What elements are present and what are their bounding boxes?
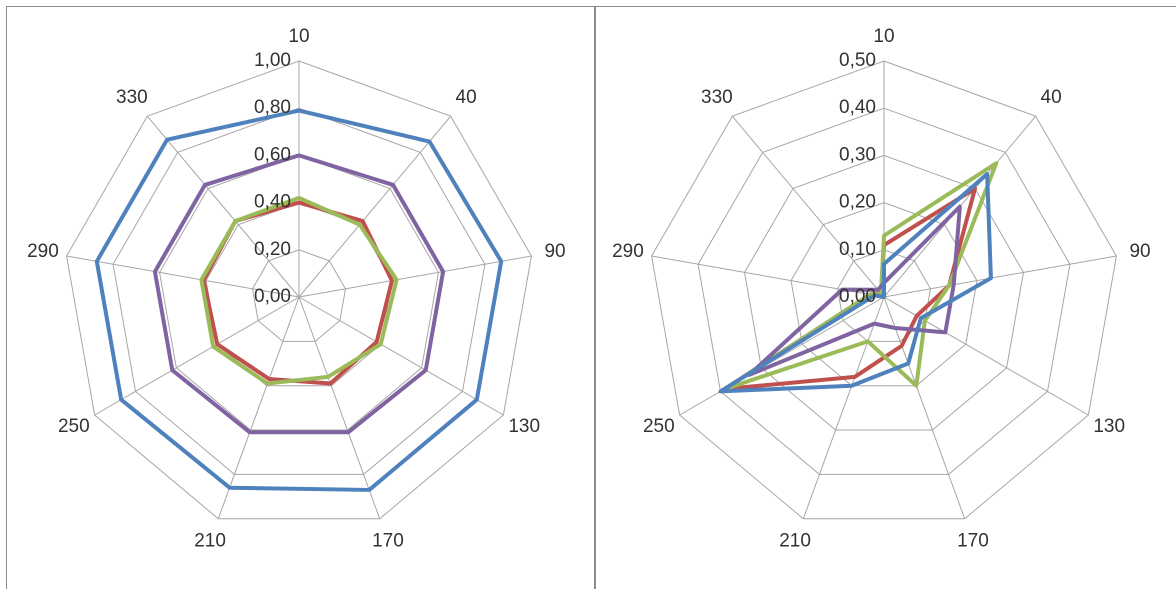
category-label: 130 [508, 416, 540, 437]
radial-tick-label: 0,40 [254, 192, 291, 213]
category-label: 170 [372, 530, 404, 551]
radial-tick-label: 1,00 [254, 50, 291, 71]
axis-spoke [731, 115, 885, 298]
series-line-4 [718, 172, 993, 394]
left-radar-chart: 0,00 0,20 0,40 0,60 0,80 1,00 10 40 90 130 170 210 2… [27, 26, 566, 551]
radial-tick-label: 0,40 [839, 97, 876, 118]
grid-ring [66, 60, 532, 520]
grid-ring [159, 154, 439, 431]
axis-spoke [66, 255, 300, 298]
category-label: 330 [701, 87, 733, 108]
radial-tick-label: 0,60 [254, 144, 291, 165]
axis-spoke [883, 296, 966, 519]
radial-tick-label: 0,00 [839, 286, 876, 307]
right-radar-chart: 0,00 0,10 0,20 0,30 0,40 0,50 10 40 90 130 170 210 2… [612, 26, 1151, 551]
radial-tick-label: 0,50 [839, 50, 876, 71]
category-label: 210 [194, 530, 226, 551]
category-label: 290 [612, 241, 644, 262]
axis-spoke [217, 296, 300, 519]
axis-spoke [298, 296, 504, 416]
axis-spoke [146, 115, 300, 298]
series-line-2 [199, 195, 399, 386]
category-label: 210 [779, 530, 811, 551]
grid-ring [836, 249, 932, 342]
axis-spoke [298, 296, 381, 519]
radial-tick-label: 0,20 [254, 239, 291, 260]
category-label: 40 [456, 87, 477, 108]
radial-tick-label: 0,20 [839, 192, 876, 213]
category-label: 250 [643, 416, 675, 437]
category-label: 250 [58, 416, 90, 437]
grid-ring [651, 60, 1117, 520]
grid-ring [251, 249, 347, 342]
category-label: 10 [288, 26, 309, 47]
category-label: 330 [116, 87, 148, 108]
radial-tick-label: 0,30 [839, 144, 876, 165]
axis-spoke [298, 115, 452, 298]
grid-ring [205, 202, 393, 387]
axis-spoke [298, 255, 532, 298]
category-label: 40 [1041, 87, 1062, 108]
series-line-3 [747, 204, 962, 377]
grid-ring [744, 154, 1024, 431]
radial-tick-label: 0,80 [254, 97, 291, 118]
category-label: 90 [1129, 241, 1150, 262]
radial-tick-label: 0,00 [254, 286, 291, 307]
axis-spoke [883, 296, 1089, 416]
category-label: 130 [1093, 416, 1125, 437]
series-line-4 [94, 108, 504, 492]
axis-spoke [679, 296, 885, 416]
axis-spoke [802, 296, 885, 519]
category-label: 90 [544, 241, 565, 262]
grid-ring [112, 107, 486, 475]
series-line-3 [152, 153, 446, 435]
grid-ring [697, 107, 1071, 475]
category-label: 170 [957, 530, 989, 551]
axis-spoke [94, 296, 300, 416]
left-chart-panel: 0,00 0,20 0,40 0,60 0,80 1,00 10 40 90 130 170 210 2… [6, 6, 594, 589]
category-label: 290 [27, 241, 59, 262]
right-chart-panel: 0,00 0,10 0,20 0,30 0,40 0,50 10 40 90 130 170 210 2… [594, 6, 1176, 589]
axis-spoke [883, 255, 1117, 298]
category-label: 10 [873, 26, 894, 47]
radial-tick-label: 0,10 [839, 239, 876, 260]
